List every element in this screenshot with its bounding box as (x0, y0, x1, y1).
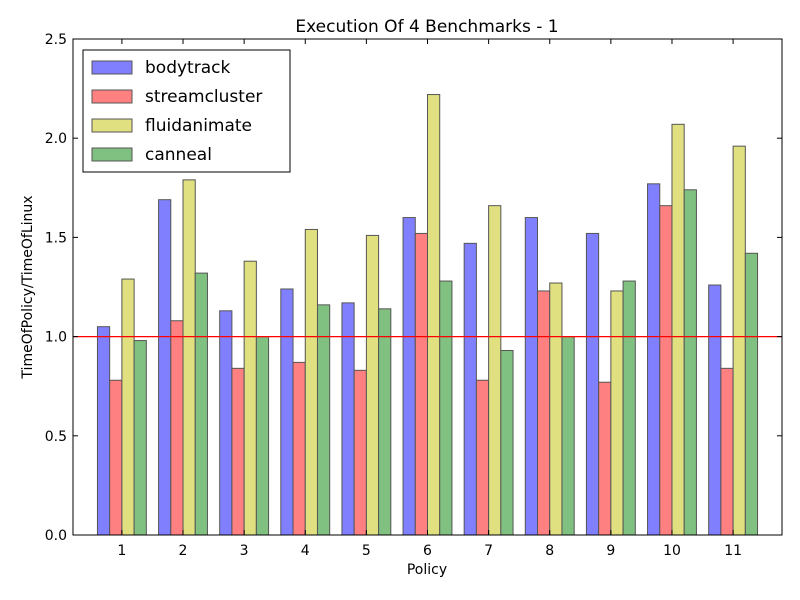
bar-canneal-10 (683, 189, 697, 536)
bar-canneal-11 (744, 252, 759, 536)
x-tick-label: 8 (545, 543, 554, 559)
x-tick-label: 3 (240, 543, 249, 559)
legend-label-canneal: canneal (145, 145, 212, 165)
bar-bodytrack-7 (463, 242, 477, 536)
bar-streamcluster-4 (292, 361, 306, 536)
bar-bodytrack-1 (96, 326, 111, 536)
x-tick-label: 6 (423, 543, 432, 559)
bars-group (96, 94, 759, 536)
x-tick-label: 9 (606, 543, 615, 559)
bar-bodytrack-8 (524, 217, 539, 536)
y-tick-label: 1.5 (45, 230, 67, 246)
bar-canneal-5 (378, 308, 392, 536)
bar-bodytrack-11 (708, 284, 722, 536)
bar-streamcluster-3 (231, 367, 245, 536)
legend-label-bodytrack: bodytrack (145, 58, 230, 78)
x-axis-label: Policy (407, 562, 447, 578)
bar-streamcluster-8 (537, 290, 551, 536)
bar-streamcluster-11 (720, 367, 734, 536)
y-tick-label: 2.5 (45, 32, 67, 48)
bar-fluidanimate-3 (243, 260, 257, 536)
bar-fluidanimate-6 (427, 94, 441, 536)
bar-fluidanimate-5 (365, 234, 380, 536)
bar-fluidanimate-4 (304, 228, 318, 536)
legend-label-fluidanimate: fluidanimate (145, 116, 252, 136)
bar-bodytrack-9 (585, 232, 600, 536)
bar-bodytrack-2 (158, 199, 172, 536)
y-tick-label: 0.0 (45, 528, 67, 544)
x-tick-label: 1 (117, 543, 126, 559)
bar-canneal-7 (500, 349, 514, 536)
bar-fluidanimate-7 (488, 205, 502, 536)
bar-canneal-8 (561, 336, 575, 536)
bar-streamcluster-7 (475, 379, 490, 536)
bar-bodytrack-5 (341, 302, 355, 536)
bar-canneal-2 (194, 272, 208, 536)
legend-swatch-streamcluster (91, 89, 133, 104)
bar-canneal-3 (255, 336, 270, 536)
bar-fluidanimate-10 (671, 123, 685, 536)
x-axis: 1 2 3 4 5 6 7 8 9 10 11 (117, 39, 742, 559)
y-tick-label: 1.0 (45, 330, 67, 346)
bar-fluidanimate-11 (732, 145, 746, 536)
bar-fluidanimate-8 (549, 282, 563, 536)
bar-canneal-9 (622, 280, 636, 536)
x-tick-label: 10 (663, 543, 681, 559)
bar-fluidanimate-1 (121, 278, 135, 536)
y-tick-label: 0.5 (45, 429, 67, 445)
legend-swatch-bodytrack (91, 60, 133, 75)
legend-swatch-canneal (91, 147, 133, 162)
legend-label-streamcluster: streamcluster (145, 87, 262, 107)
legend: bodytrack streamcluster fluidanimate cannea… (82, 49, 291, 173)
bar-streamcluster-10 (659, 205, 673, 536)
x-tick-label: 2 (179, 543, 188, 559)
x-tick-label: 4 (301, 543, 310, 559)
bar-fluidanimate-2 (182, 179, 196, 536)
bar-streamcluster-1 (109, 379, 123, 536)
bar-bodytrack-4 (280, 288, 294, 536)
chart-title: Execution Of 4 Benchmarks - 1 (295, 17, 558, 37)
bar-fluidanimate-9 (610, 290, 624, 536)
bar-bodytrack-6 (402, 217, 416, 536)
bar-bodytrack-3 (219, 310, 233, 536)
y-tick-label: 2.0 (45, 131, 67, 147)
bar-canneal-4 (316, 304, 331, 536)
y-axis-label: TimeOfPolicy/TimeOfLinux (20, 195, 36, 379)
bar-streamcluster-9 (598, 381, 612, 536)
y-axis: 0.0 0.5 1.0 1.5 2.0 2.5 (45, 32, 782, 544)
bar-canneal-6 (439, 280, 453, 536)
bar-streamcluster-6 (414, 232, 428, 536)
x-tick-label: 11 (724, 543, 742, 559)
legend-swatch-fluidanimate (91, 118, 133, 133)
x-tick-label: 7 (484, 543, 493, 559)
x-tick-label: 5 (362, 543, 371, 559)
bar-streamcluster-5 (353, 369, 367, 536)
bar-streamcluster-2 (170, 320, 184, 536)
bar-bodytrack-10 (647, 183, 661, 536)
bar-canneal-1 (133, 340, 147, 536)
